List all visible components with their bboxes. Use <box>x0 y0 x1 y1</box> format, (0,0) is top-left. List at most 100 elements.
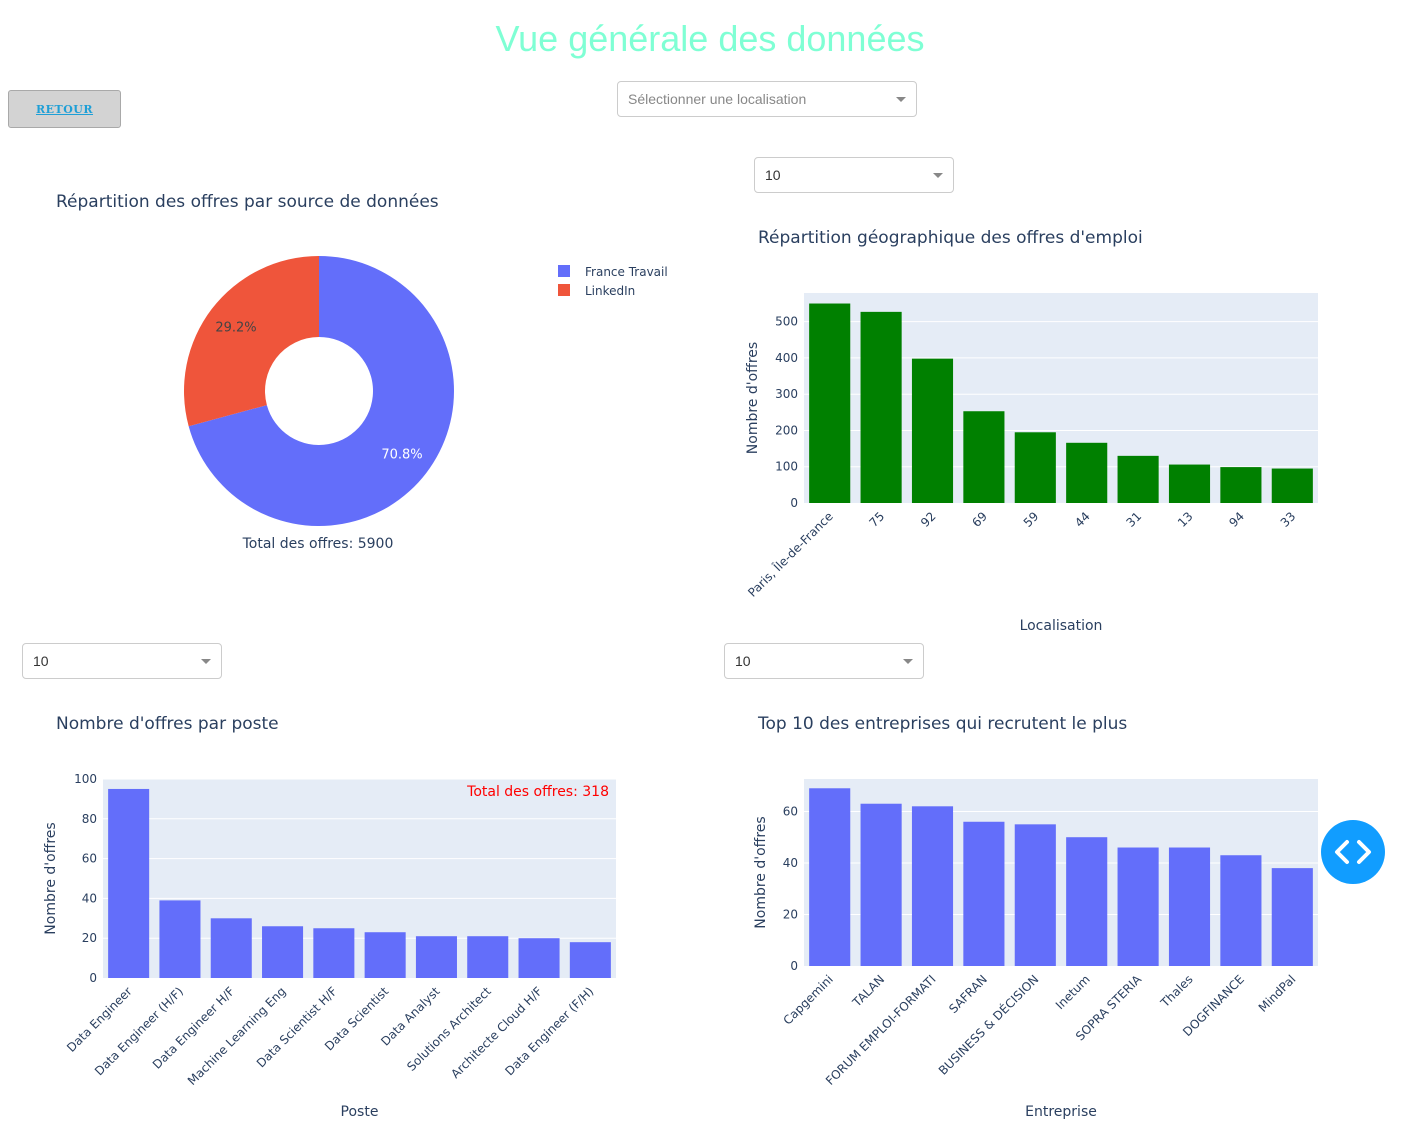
bar <box>1117 847 1159 966</box>
y-tick-label: 20 <box>783 907 798 921</box>
chart-title: Répartition des offres par source de don… <box>56 192 439 212</box>
x-tick-label: 44 <box>1072 509 1093 530</box>
poste-count-dropdown[interactable]: 10 <box>22 643 222 679</box>
x-axis-label: Localisation <box>1020 618 1103 634</box>
y-axis-label: Nombre d'offres <box>43 822 59 934</box>
x-tick-label: BUSINESS & DÉCISION <box>935 972 1041 1078</box>
pie-slice <box>184 256 319 427</box>
x-tick-label: Data Engineer (F/H) <box>502 984 596 1078</box>
bar <box>569 942 611 978</box>
y-tick-label: 100 <box>775 460 798 474</box>
bar <box>159 900 201 978</box>
chevron-down-icon <box>201 659 211 664</box>
x-tick-label: 33 <box>1278 509 1299 530</box>
chevron-down-icon <box>903 659 913 664</box>
legend-swatch <box>558 284 570 296</box>
y-axis-label: Nombre d'offres <box>753 816 769 928</box>
chart-title: Nombre d'offres par poste <box>56 714 279 734</box>
back-button[interactable]: RETOUR <box>8 90 121 128</box>
chart-title: Répartition géographique des offres d'em… <box>758 228 1143 248</box>
legend-swatch <box>558 265 570 277</box>
x-tick-label: Thales <box>1157 972 1195 1010</box>
poste-count-value: 10 <box>33 653 49 669</box>
y-tick-label: 300 <box>775 387 798 401</box>
bar <box>911 806 954 966</box>
bar <box>809 303 851 503</box>
bar <box>1014 824 1056 966</box>
x-tick-label: 75 <box>867 509 888 530</box>
legend-entry: LinkedIn <box>585 284 635 298</box>
y-tick-label: 60 <box>783 804 798 818</box>
chevron-down-icon <box>896 97 906 102</box>
y-tick-label: 0 <box>790 959 798 973</box>
x-tick-label: 31 <box>1124 509 1145 530</box>
entreprise-count-value: 10 <box>735 653 751 669</box>
chart-annotation: Total des offres: 318 <box>466 784 609 800</box>
bar <box>911 358 954 503</box>
pie-slice-label: 29.2% <box>215 320 256 335</box>
bar <box>1117 455 1159 503</box>
x-tick-label: MindPal <box>1256 972 1299 1015</box>
y-tick-label: 400 <box>775 351 798 365</box>
bar <box>1066 442 1108 503</box>
location-dropdown-placeholder: Sélectionner une localisation <box>628 91 807 107</box>
bar <box>1271 468 1313 503</box>
x-tick-label: Solutions Architect <box>404 984 494 1074</box>
legend-entry: France Travail <box>585 265 668 279</box>
y-tick-label: 20 <box>82 931 97 945</box>
x-tick-label: Inetum <box>1053 972 1093 1012</box>
page-title: Vue générale des données <box>495 18 925 59</box>
x-tick-label: TALAN <box>849 972 887 1010</box>
entreprise-count-dropdown[interactable]: 10 <box>724 643 924 679</box>
geo-count-dropdown[interactable]: 10 <box>754 157 954 193</box>
pie-slice <box>188 256 455 526</box>
x-tick-label: FORUM EMPLOI-FORMATI <box>823 972 939 1088</box>
bar <box>1220 855 1262 966</box>
x-tick-label: 92 <box>918 509 939 530</box>
bar <box>1066 837 1108 966</box>
bar <box>860 803 902 966</box>
bar <box>1220 467 1262 503</box>
x-tick-label: Machine Learning Eng <box>185 984 289 1088</box>
chart-title: Top 10 des entreprises qui recrutent le … <box>757 714 1127 734</box>
x-tick-label: SAFRAN <box>946 972 990 1016</box>
back-button-label: RETOUR <box>35 102 94 116</box>
bar <box>1168 847 1211 966</box>
x-tick-label: 94 <box>1226 509 1247 530</box>
x-axis-label: Entreprise <box>1025 1104 1097 1120</box>
x-axis-label: Poste <box>341 1104 379 1120</box>
y-tick-label: 0 <box>790 496 798 510</box>
y-tick-label: 100 <box>74 772 97 786</box>
bar <box>809 788 851 966</box>
code-brackets-icon[interactable] <box>1321 820 1385 884</box>
x-tick-label: 59 <box>1021 509 1042 530</box>
chevron-down-icon <box>933 173 943 178</box>
bar <box>364 932 406 978</box>
y-tick-label: 0 <box>89 971 97 985</box>
bar <box>963 411 1005 503</box>
bar <box>108 788 150 978</box>
bar <box>313 928 355 978</box>
pie-slice-label: 70.8% <box>381 448 422 463</box>
bar <box>262 926 304 978</box>
y-tick-label: 60 <box>82 852 97 866</box>
x-tick-label: Data Engineer (H/F) <box>92 984 186 1078</box>
y-tick-label: 500 <box>775 315 798 329</box>
bar <box>1168 464 1211 503</box>
pie-annotation: Total des offres: 5900 <box>242 536 394 552</box>
x-tick-label: Capgemini <box>780 972 835 1027</box>
y-tick-label: 200 <box>775 423 798 437</box>
bar <box>1271 868 1313 966</box>
bar <box>518 938 560 978</box>
x-tick-label: Paris, Île-de-France <box>745 509 836 600</box>
location-dropdown[interactable]: Sélectionner une localisation <box>617 81 917 117</box>
y-tick-label: 80 <box>82 812 97 826</box>
x-tick-label: 69 <box>969 509 990 530</box>
x-tick-label: 13 <box>1175 509 1196 530</box>
bar <box>860 311 902 503</box>
geo-count-value: 10 <box>765 167 781 183</box>
bar <box>963 821 1005 966</box>
x-tick-label: Architecte Cloud H/F <box>448 984 545 1081</box>
bar <box>467 936 509 978</box>
